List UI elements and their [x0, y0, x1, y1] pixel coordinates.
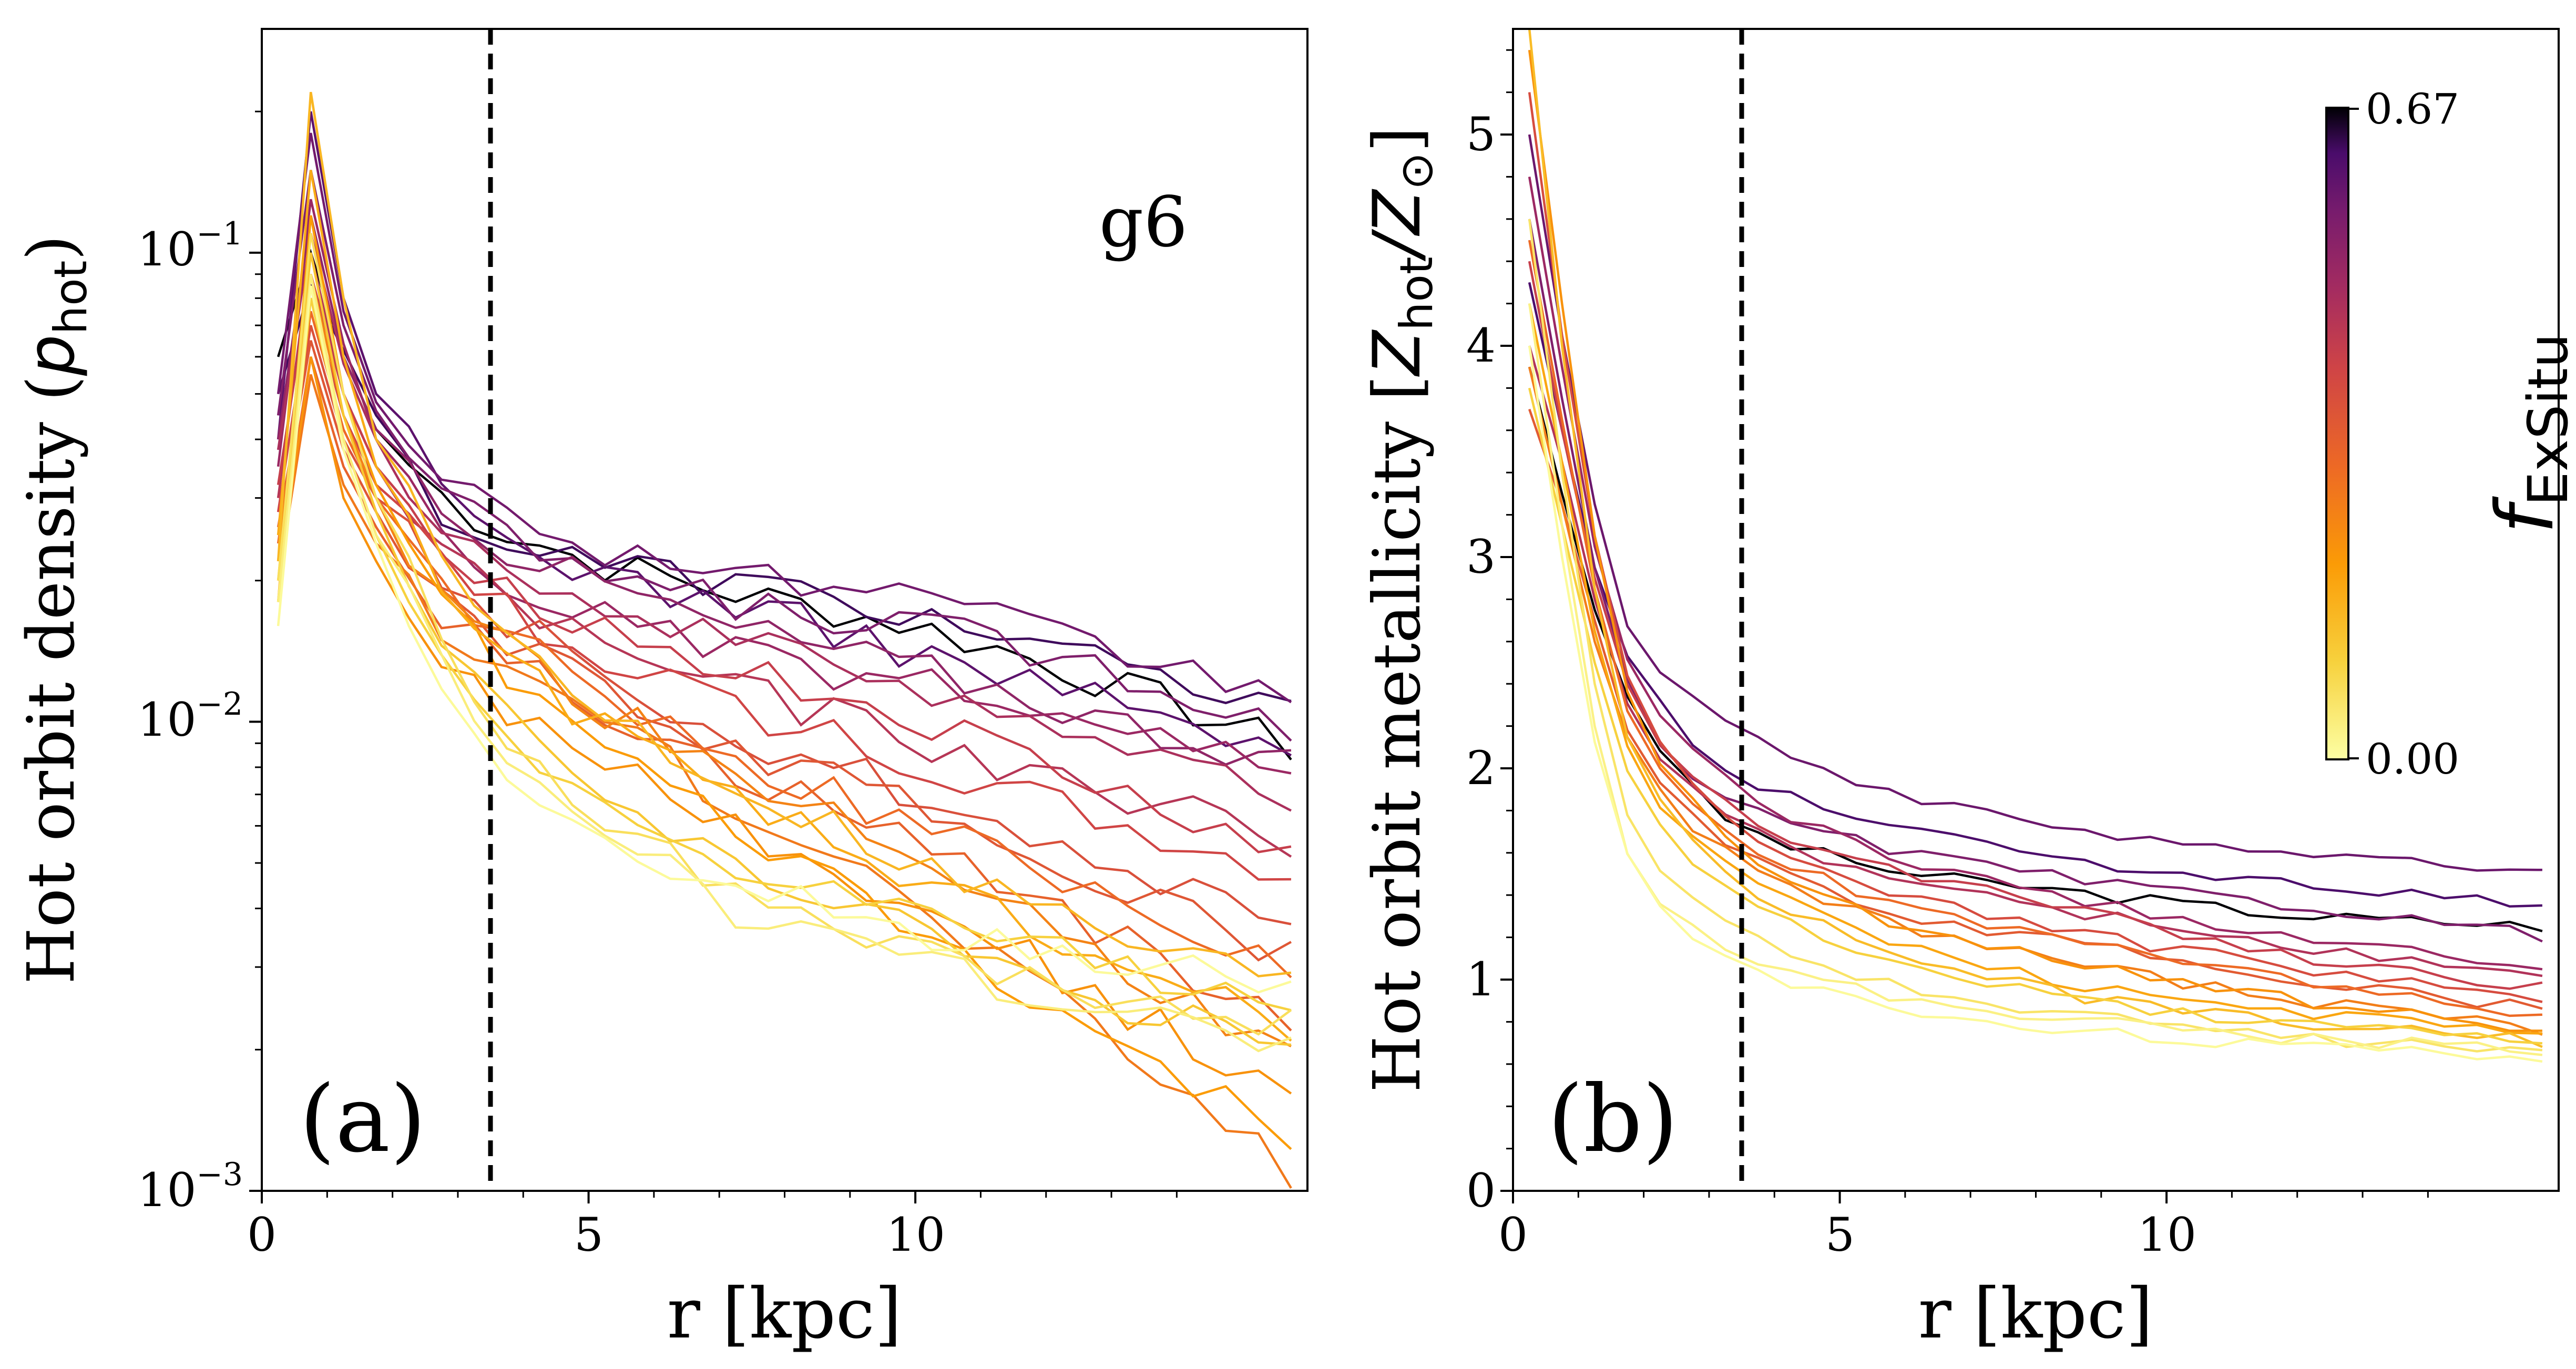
panel-a-annotation: g6: [1099, 182, 1188, 263]
panel-b-ylabel-sub2: ⊙: [1391, 152, 1443, 190]
colorbar-max-label: 0.67: [2366, 85, 2459, 133]
panel-a-series-line: [277, 274, 1292, 1047]
panel-b-lines: [1528, 29, 2543, 1063]
panel-b-series-line: [1528, 49, 2542, 1032]
panel-a-series-line: [277, 215, 1292, 766]
panel-b-ytick-label: 4: [1466, 318, 1496, 373]
colorbar-label-sub: ExSitu: [2516, 333, 2576, 506]
panel-b-ytick-label: 0: [1466, 1164, 1496, 1218]
panel-a-ytick-base: 10: [138, 222, 197, 276]
panel-b-xtick-label: 10: [2138, 1208, 2196, 1262]
panel-a-series-line: [277, 111, 1292, 757]
panel-b-series-line: [1528, 345, 2543, 1063]
panel-a-xtick-label: 0: [247, 1208, 277, 1262]
panel-b-series-line: [1528, 282, 2542, 908]
panel-a-series-line: [277, 297, 1291, 881]
panel-a-series-line: [277, 199, 1292, 775]
panel-b-series-line: [1528, 345, 2543, 977]
panel-a-series-line: [277, 249, 1292, 760]
panel-a-ylabel-symbol: p: [14, 334, 89, 376]
panel-a-series-line: [277, 252, 1292, 858]
panel-a-xtick-label: 10: [886, 1208, 945, 1262]
panel-a-ytick-label: 10−2: [138, 686, 243, 747]
panel-a-ytick-label: 10−3: [138, 1156, 243, 1217]
panel-a-xtick-label: 5: [574, 1208, 604, 1262]
panel-a-ylabel: Hot orbit density (phot): [14, 235, 97, 984]
panel-b-ylabel-symbol2: Z: [1359, 189, 1435, 236]
panel-b-ylabel-symbol: Z: [1359, 329, 1435, 377]
panel-b-series-line: [1528, 387, 2543, 1045]
panel-a-series-line: [277, 374, 1292, 1189]
panel-a-series-line: [277, 132, 1292, 704]
panel-a-series-line: [277, 91, 1292, 977]
panel-b-ylabel-main: Hot orbit metallicity [: [1359, 375, 1435, 1093]
panel-b-ytick-label: 1: [1466, 952, 1496, 1006]
colorbar-bar: [2325, 107, 2349, 760]
colorbar-label: fExSitu: [2480, 333, 2576, 534]
panel-a-lines: [277, 91, 1292, 1189]
colorbar: 0.67 0.00 fExSitu: [2325, 85, 2576, 784]
panel-a-series-line: [277, 233, 1292, 1036]
panel-b-xlabel: r [kpc]: [1918, 1273, 2153, 1354]
panel-a-series-line: [277, 325, 1292, 925]
panel-b-ytick-label: 5: [1466, 107, 1496, 161]
panel-a-series-line: [277, 285, 1292, 994]
panel-a-ytick-exp: −2: [197, 686, 243, 723]
panel-b-series-line: [1528, 366, 2543, 932]
panel-a-panel-label: (a): [300, 1066, 426, 1173]
panel-b-ylabel: Hot orbit metallicity [Zhot/Z⊙]: [1359, 127, 1443, 1093]
panel-b-series-line: [1528, 29, 2543, 1048]
panel-b-series-line: [1528, 303, 2543, 1056]
panel-a-ytick-base: 10: [138, 1163, 197, 1217]
panel-b-series-line: [1528, 261, 2543, 990]
panel-b-series-line: [1528, 240, 2542, 1017]
panel-b: 0 5 10 0 1 2 3 4 5 r [kpc] Hot orbit met…: [1359, 28, 2576, 1354]
panel-a-ytick-base: 10: [138, 693, 197, 747]
panel-b-series-line: [1528, 366, 2543, 1036]
panel-b-ylabel-close: ]: [1359, 127, 1435, 152]
panel-a-series-line: [277, 170, 1292, 742]
panel-a-series-line: [277, 356, 1292, 1095]
panel-b-xtick-label: 5: [1825, 1208, 1855, 1262]
panel-b-xtick-label: 0: [1498, 1208, 1528, 1262]
panel-b-ytick-label: 3: [1466, 530, 1496, 584]
panel-b-series-line: [1528, 134, 2542, 872]
panel-a-series-line: [277, 233, 1292, 812]
panel-a-series-line: [277, 356, 1292, 1032]
panel-a-ytick-exp: −1: [197, 215, 243, 252]
panel-b-series-line: [1528, 303, 2542, 1035]
panel-b-ticks: [1500, 49, 2429, 1203]
panel-a-ytick-label: 10−1: [138, 215, 243, 276]
panel-a-ytick-exp: −3: [197, 1156, 243, 1193]
panel-a-series-line: [277, 274, 1292, 1053]
panel-b-panel-label: (b): [1548, 1066, 1679, 1173]
panel-b-series-line: [1528, 219, 2543, 943]
panel-a-series-line: [277, 311, 1292, 979]
panel-a: 0 5 10 10−3 10−2 10−1 r [kpc] Hot orbit …: [14, 28, 1309, 1354]
panel-b-series-line: [1528, 177, 2543, 971]
panel-a-ylabel-main: Hot orbit density (: [14, 376, 89, 984]
panel-b-series-line: [1528, 92, 2543, 1003]
panel-b-ytick-label: 2: [1466, 741, 1496, 795]
panel-a-series-line: [277, 297, 1292, 1012]
panel-a-ylabel-sub: hot: [45, 260, 97, 334]
panel-a-ticks: [249, 110, 1178, 1203]
panel-b-series-line: [1528, 219, 2543, 1053]
panel-b-series-line: [1528, 408, 2543, 1010]
panel-a-xlabel: r [kpc]: [667, 1273, 902, 1354]
colorbar-min-label: 0.00: [2366, 735, 2459, 784]
panel-a-ylabel-close: ): [14, 235, 89, 260]
panel-b-ylabel-sub: hot: [1391, 256, 1443, 331]
